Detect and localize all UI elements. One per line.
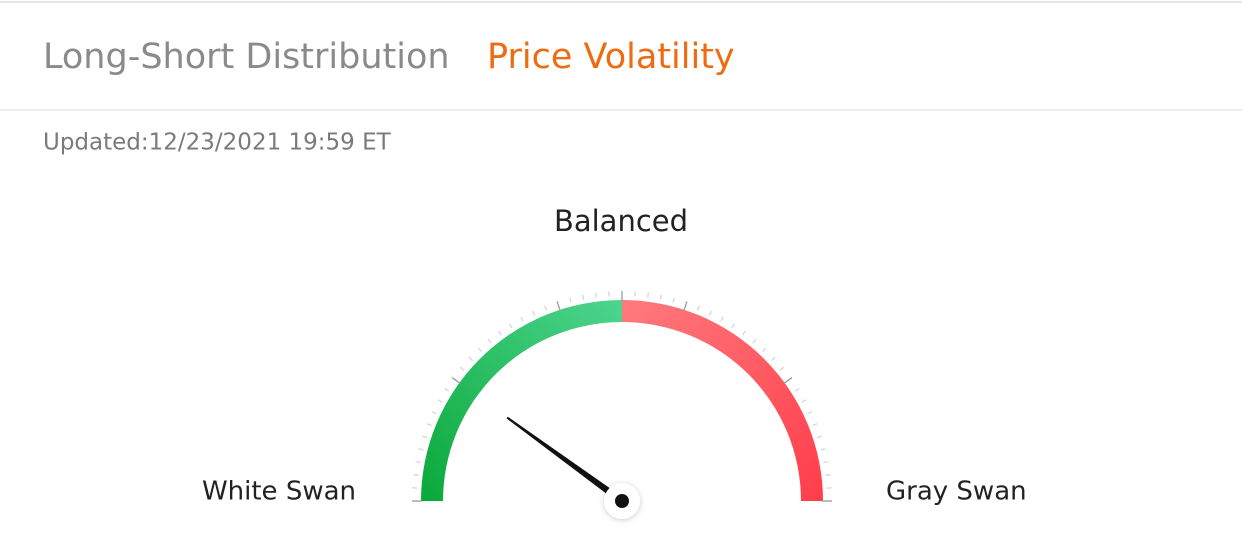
tick (816, 435, 822, 439)
tick (498, 330, 503, 336)
tick (659, 294, 662, 300)
tick (531, 310, 536, 316)
tick (794, 387, 800, 392)
tick (556, 301, 561, 311)
tick (444, 387, 450, 392)
tick (801, 399, 807, 403)
tick (741, 330, 746, 336)
tick (544, 305, 548, 311)
tick (820, 448, 826, 451)
tick (426, 423, 432, 427)
tick (683, 301, 688, 311)
tick (431, 410, 437, 415)
tick (731, 323, 736, 329)
tick (761, 347, 767, 353)
tick (437, 399, 443, 403)
updated-time: Updated:12/23/2021 19:59 ET (43, 130, 392, 156)
gauge-ticks (412, 291, 832, 502)
tick (752, 338, 757, 344)
tick (770, 356, 776, 362)
tab[interactable]: Long-Short Distribution (43, 37, 450, 77)
gauge-arc-red (622, 300, 823, 501)
tick (468, 356, 474, 362)
tick (807, 410, 813, 415)
tick (582, 294, 585, 300)
tick (672, 297, 675, 303)
tick (720, 316, 724, 322)
tick (418, 448, 424, 451)
gauge-left-label: White Swan (202, 477, 356, 507)
tick (825, 474, 831, 476)
gauge-right-label: Gray Swan (886, 477, 1027, 507)
tick (708, 310, 713, 316)
tick (595, 292, 597, 298)
tick (569, 297, 572, 303)
gauge-status: Balanced (554, 204, 688, 238)
needle (506, 416, 625, 504)
tick (647, 292, 649, 298)
tick (783, 377, 793, 384)
tab-active[interactable]: Price Volatility (487, 37, 735, 77)
tick (508, 323, 513, 329)
needle-dot (615, 494, 629, 508)
tick (696, 305, 700, 311)
tick (487, 338, 492, 344)
tick (413, 474, 419, 476)
needle-group (506, 416, 625, 504)
tick (520, 316, 524, 322)
tick (415, 461, 421, 464)
tick (779, 366, 785, 371)
tick (451, 377, 461, 384)
gauge-arc-green (421, 300, 622, 501)
tick (823, 461, 829, 464)
tick (459, 366, 465, 371)
tick (477, 347, 483, 353)
tick (422, 435, 428, 439)
tick (812, 423, 818, 427)
